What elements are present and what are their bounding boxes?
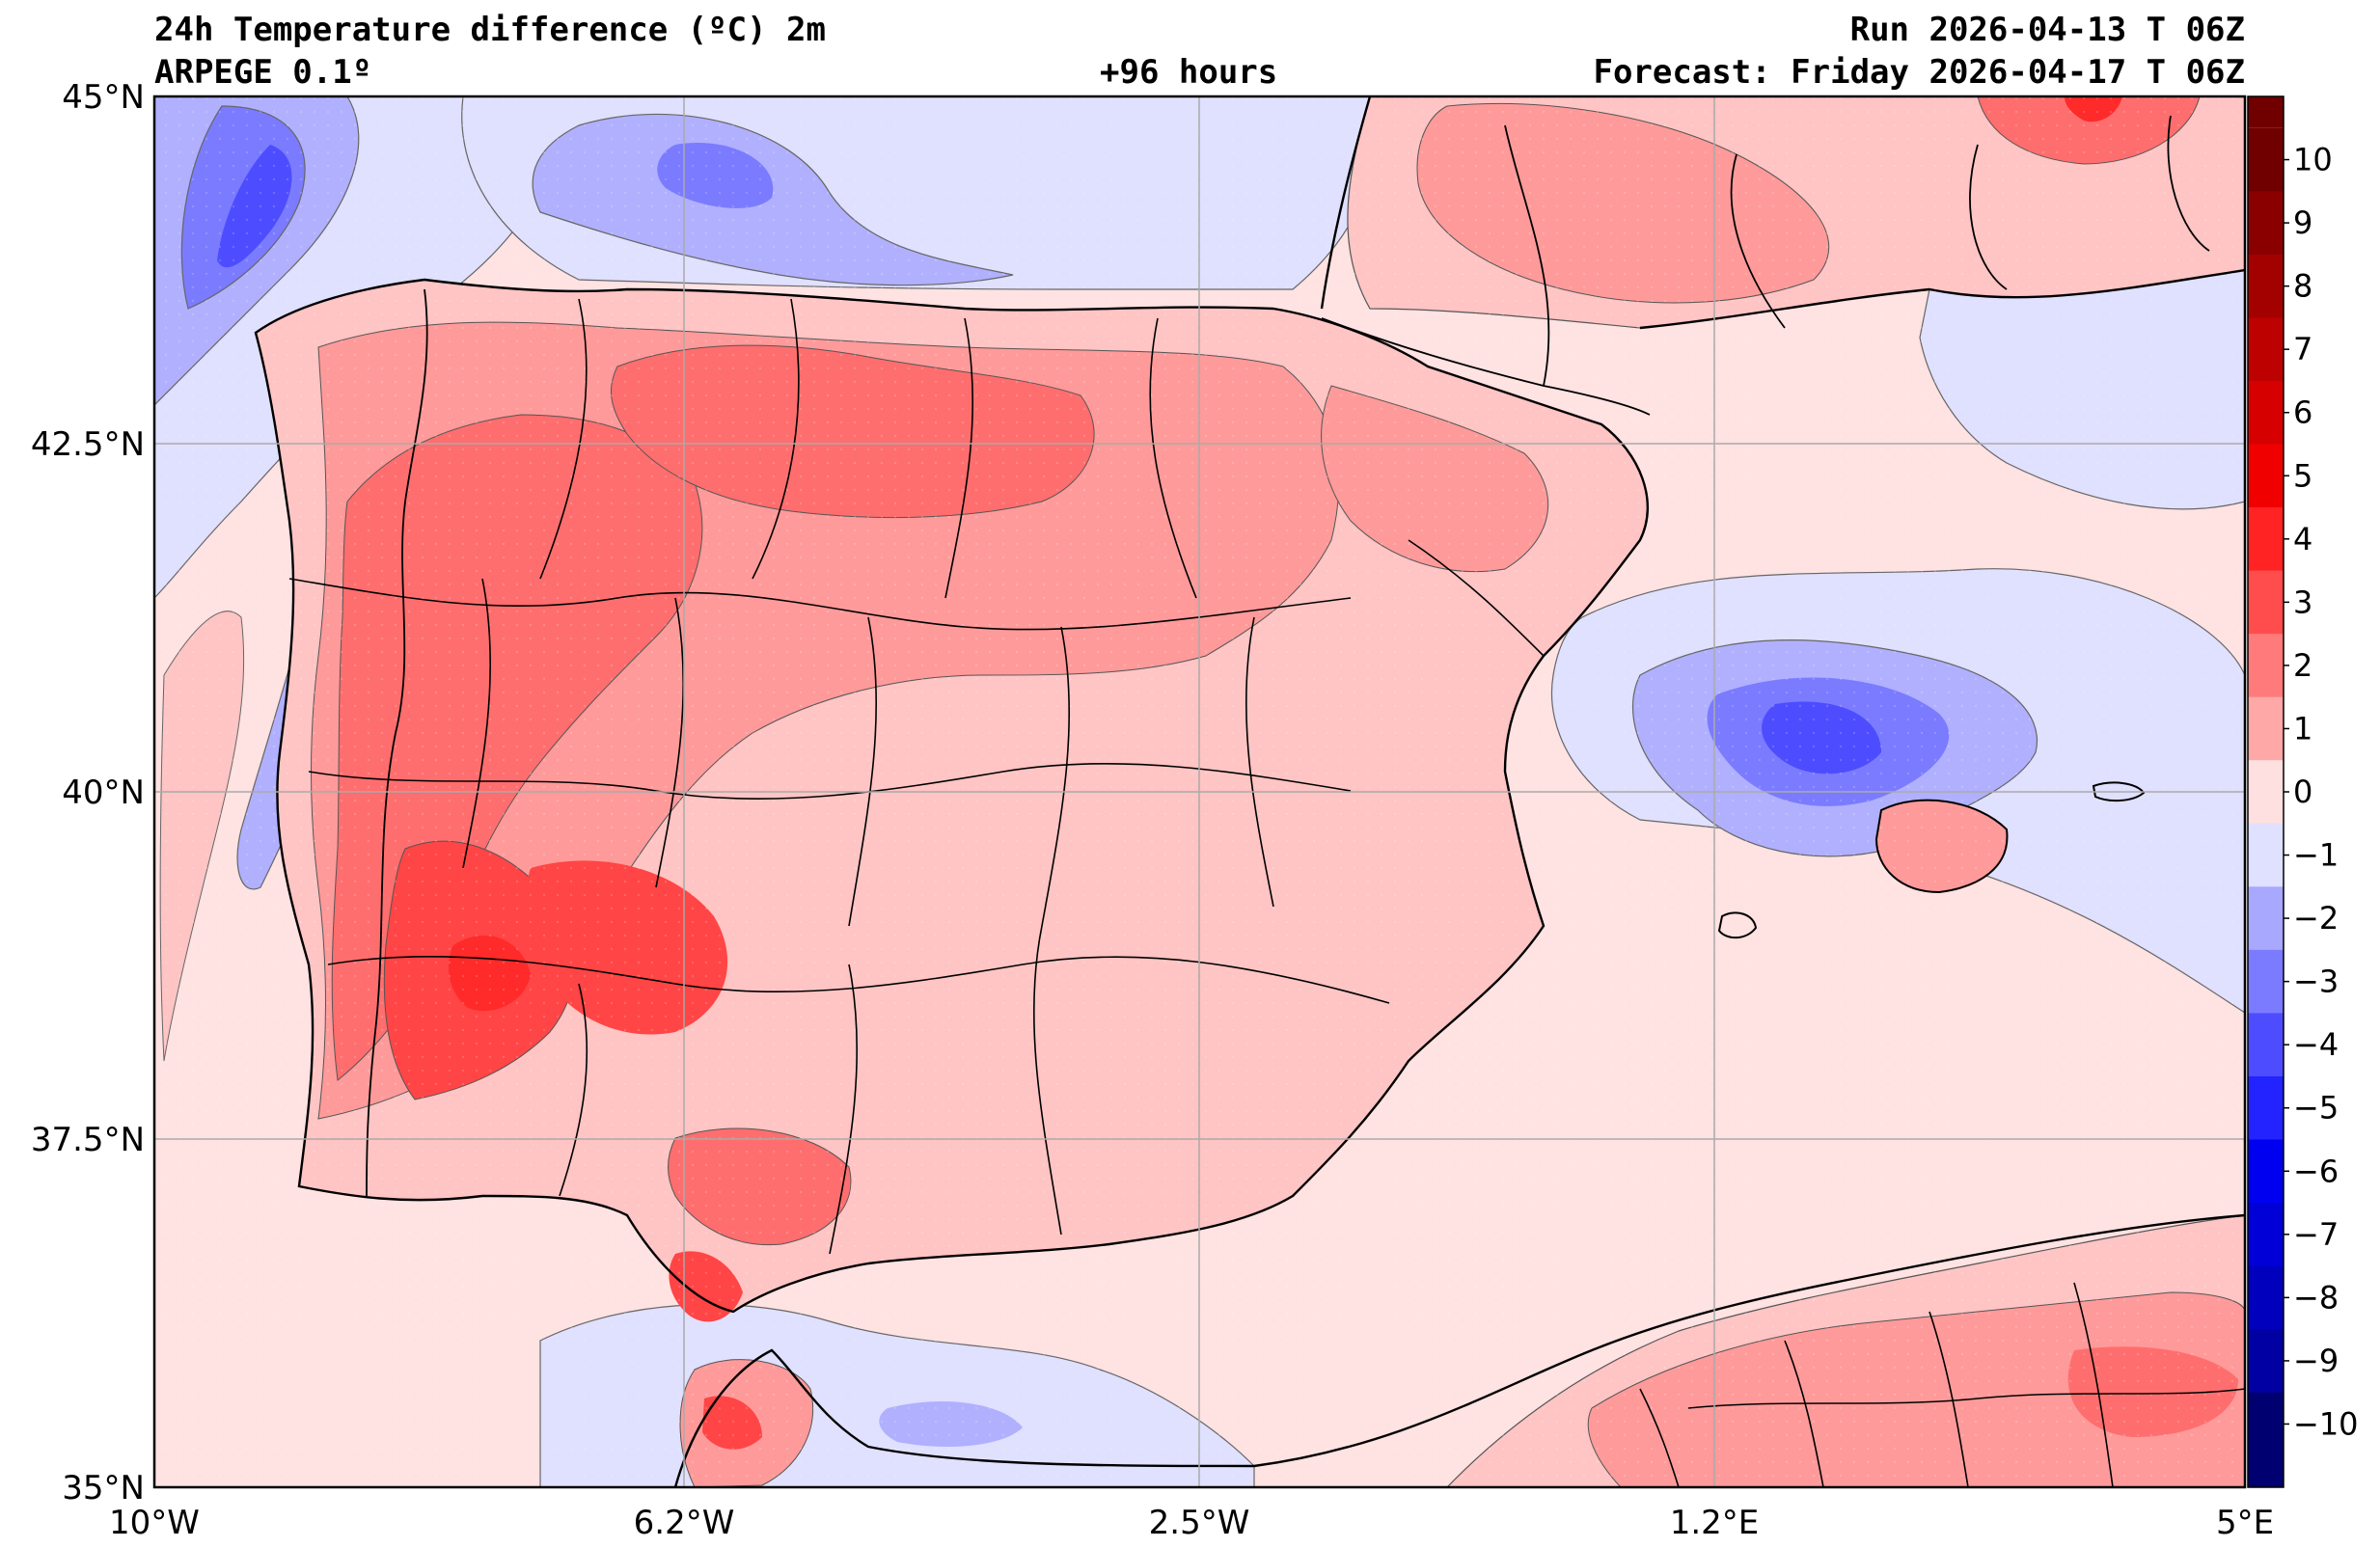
colorbar-tick-label: 4 <box>2293 521 2312 557</box>
y-tick-label: 42.5°N <box>31 425 145 464</box>
map-title: 24h Temperature difference (ºC) 2m <box>154 11 826 49</box>
colorbar-cell <box>2248 96 2284 128</box>
colorbar-tick-label: 9 <box>2293 204 2312 241</box>
colorbar-tick-label: −5 <box>2293 1090 2339 1127</box>
colorbar-cell <box>2248 1265 2284 1330</box>
colorbar-tick-label: −1 <box>2293 837 2339 874</box>
portugal-border <box>366 288 428 1197</box>
colorbar-cell <box>2248 570 2284 635</box>
x-tick-label: 1.2°E <box>1670 1504 1760 1542</box>
x-tick-label: 10°W <box>109 1504 200 1542</box>
colorbar-cell <box>2248 380 2284 445</box>
colorbar-cell <box>2248 1392 2284 1456</box>
colorbar-cell <box>2248 823 2284 887</box>
colorbar-cell <box>2248 1329 2284 1394</box>
colorbar-tick-label: −8 <box>2293 1279 2339 1316</box>
north-africa-coastline <box>673 1213 2245 1487</box>
iberia-coastline <box>254 278 1649 1314</box>
colorbar-tick-label: 5 <box>2293 457 2312 494</box>
colorbar-cell <box>2248 1203 2284 1267</box>
y-axis-labels: 45°N 42.5°N 40°N 37.5°N 35°N <box>31 78 145 1507</box>
gridlines <box>154 96 2245 1487</box>
x-tick-label: 6.2°W <box>634 1504 735 1542</box>
province-borders <box>288 298 1545 1255</box>
colorbar-tick-label: 1 <box>2293 710 2312 747</box>
colorbar-tick-label: 7 <box>2293 331 2312 367</box>
colorbar-tick-label: 6 <box>2293 394 2312 431</box>
colorbar-cell <box>2248 696 2284 761</box>
colorbar-cell <box>2248 886 2284 951</box>
colorbar-tick-label: −6 <box>2293 1153 2339 1189</box>
colorbar-cell <box>2248 317 2284 382</box>
colorbar-cell <box>2248 949 2284 1014</box>
colorbar-tick-label: −4 <box>2293 1026 2339 1063</box>
colorbar-cell <box>2248 127 2284 192</box>
colorbar-cell <box>2248 444 2284 508</box>
forecast-label: Forecast: Friday 2026-04-17 T 06Z <box>1593 53 2245 92</box>
colorbar-cell <box>2248 1075 2284 1140</box>
country-borders-pyrenees <box>1321 115 2210 416</box>
y-tick-label: 35°N <box>62 1469 145 1507</box>
colorbar-cell <box>2248 191 2284 256</box>
colorbar-tick-label: 10 <box>2293 142 2333 178</box>
colorbar-tick-label: −7 <box>2293 1216 2339 1253</box>
colorbar-cell <box>2248 1139 2284 1204</box>
model-label: ARPEGE 0.1º <box>154 53 372 92</box>
lead-time-label: +96 hours <box>1100 53 1278 92</box>
ibiza-coastline <box>1717 911 1758 939</box>
colorbar-cell <box>2248 1455 2284 1487</box>
menorca-coastline <box>2092 781 2146 802</box>
colorbar-cell <box>2248 634 2284 698</box>
colorbar-tick-label: −10 <box>2293 1405 2359 1442</box>
colorbar-tick-label: −3 <box>2293 964 2339 1000</box>
colorbar-tick-label: 3 <box>2293 584 2312 620</box>
mallorca-coastline <box>1874 799 2009 894</box>
colorbar-tick-label: 8 <box>2293 268 2312 305</box>
colorbar-cell <box>2248 507 2284 572</box>
colorbar-tick-label: −2 <box>2293 900 2339 937</box>
colorbar-cell <box>2248 254 2284 318</box>
x-axis-labels: 10°W 6.2°W 2.5°W 1.2°E 5°E <box>109 1504 2274 1542</box>
y-tick-label: 45°N <box>62 78 145 117</box>
x-tick-label: 5°E <box>2216 1504 2274 1542</box>
x-tick-label: 2.5°W <box>1149 1504 1250 1542</box>
colorbar-tick-label: 2 <box>2293 647 2312 684</box>
colorbar-tick-label: 0 <box>2293 774 2312 810</box>
plot-frame <box>152 95 2247 1489</box>
colorbar-tick-label: −9 <box>2293 1343 2339 1379</box>
colorbar-cell <box>2248 1013 2284 1077</box>
france-coastline <box>1320 96 2245 330</box>
y-tick-label: 37.5°N <box>31 1121 145 1159</box>
colorbar-frame <box>2247 95 2284 1488</box>
country-borders-africa <box>1639 1282 2245 1487</box>
y-tick-label: 40°N <box>62 774 145 812</box>
colorbar-cell <box>2248 760 2284 825</box>
run-label: Run 2026-04-13 T 06Z <box>1849 11 2245 49</box>
